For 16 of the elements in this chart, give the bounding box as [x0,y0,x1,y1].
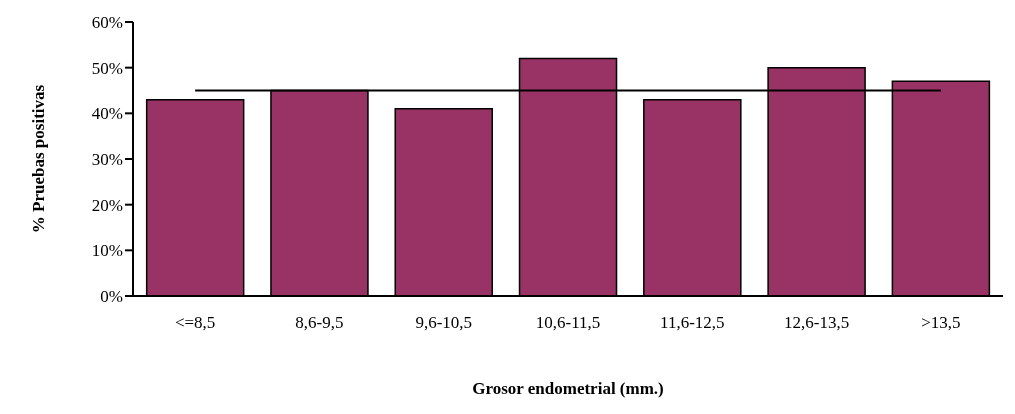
x-tick-label: 11,6-12,5 [660,313,725,333]
x-tick-label: 12,6-13,5 [783,313,850,333]
y-tick-label: 0% [100,287,123,307]
x-tick-label: >13,5 [921,313,961,333]
y-tick-label: 20% [91,195,123,215]
y-tick-label: 50% [91,58,123,78]
y-tick-label: 10% [91,241,123,261]
x-tick-label: 9,6-10,5 [415,313,473,333]
x-tick-label: 10,6-11,5 [535,313,601,333]
x-axis-title: Grosor endometrial (mm.) [472,379,664,398]
y-tick-label: 40% [91,104,123,124]
y-tick-label: 60% [91,13,123,33]
x-tick-label: 8,6-9,5 [295,313,344,333]
y-tick-label: 30% [91,150,123,170]
y-axis-title: % Pruebas positivas [29,84,49,234]
x-tick-label: <=8,5 [174,313,216,333]
